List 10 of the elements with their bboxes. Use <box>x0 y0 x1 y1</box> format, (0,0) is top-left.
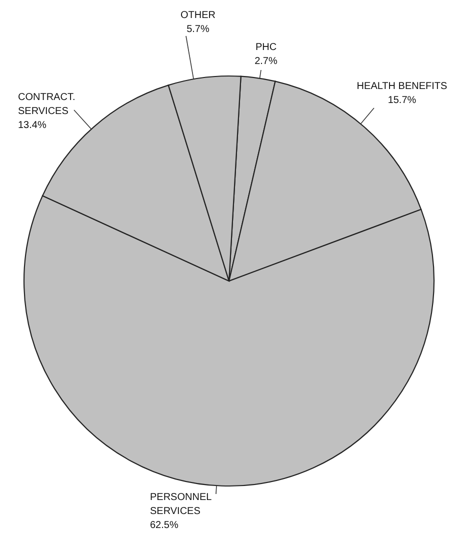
slice-label: CONTRACT. SERVICES <box>18 92 76 117</box>
slice-label: PERSONNEL SERVICES <box>150 492 212 517</box>
slice-label: PHC <box>255 42 277 53</box>
data-label: 62.5% <box>150 520 178 531</box>
slice-label: HEALTH BENEFITS <box>356 81 448 92</box>
data-label: 15.7% <box>388 95 416 106</box>
slice-label: OTHER <box>180 10 216 21</box>
data-label: 5.7% <box>186 24 210 35</box>
data-label: 2.7% <box>254 56 278 67</box>
data-label: 13.4% <box>18 120 46 131</box>
